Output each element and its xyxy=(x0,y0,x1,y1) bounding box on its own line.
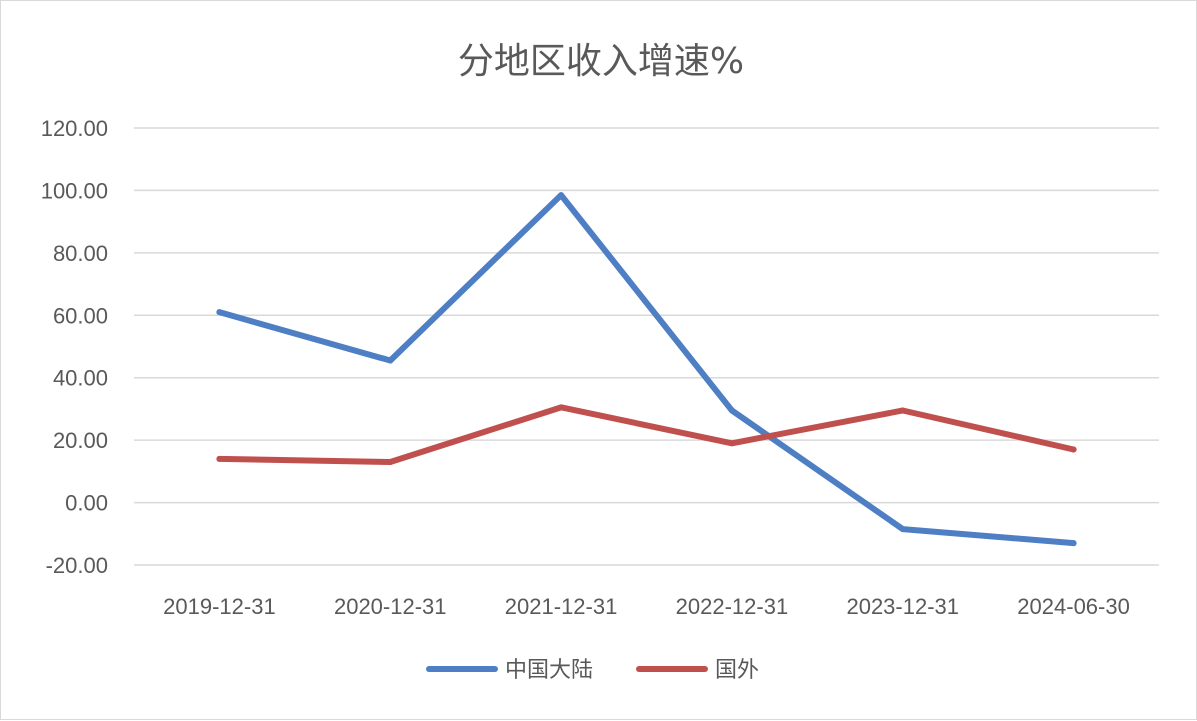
x-tick-label: 2022-12-31 xyxy=(676,594,789,619)
y-tick-label: 120.00 xyxy=(41,116,108,141)
data-point xyxy=(387,458,394,465)
x-tick-label: 2021-12-31 xyxy=(505,594,618,619)
data-point xyxy=(1070,446,1077,453)
series-line-1 xyxy=(216,192,1077,547)
gridlines xyxy=(134,127,1159,566)
data-point xyxy=(728,407,735,414)
data-point xyxy=(899,526,906,533)
x-axis-tick-labels: 2019-12-31 2020-12-31 2021-12-31 2022-12-31… xyxy=(163,594,1130,619)
data-point xyxy=(728,440,735,447)
y-tick-label: -20.00 xyxy=(46,553,108,578)
series-line-2 xyxy=(216,404,1077,465)
x-tick-label: 2019-12-31 xyxy=(163,594,276,619)
x-tick-label: 2024-06-30 xyxy=(1017,594,1130,619)
data-point xyxy=(216,455,223,462)
y-axis-tick-labels: 120.00 100.00 80.00 60.00 40.00 20.00 0.00 -20.… xyxy=(41,116,108,578)
y-tick-label: 0.00 xyxy=(65,491,108,516)
legend-label: 国外 xyxy=(715,658,759,683)
legend: 中国大陆 国外 xyxy=(426,658,759,683)
y-tick-label: 60.00 xyxy=(53,303,108,328)
legend-label: 中国大陆 xyxy=(505,658,593,683)
chart-title: 分地区收入增速% xyxy=(458,41,744,82)
x-tick-label: 2023-12-31 xyxy=(846,594,959,619)
data-point xyxy=(1070,540,1077,547)
y-tick-label: 80.00 xyxy=(53,241,108,266)
y-tick-label: 100.00 xyxy=(41,178,108,203)
x-tick-label: 2020-12-31 xyxy=(334,594,447,619)
y-tick-label: 40.00 xyxy=(53,366,108,391)
data-point xyxy=(899,407,906,414)
y-tick-label: 20.00 xyxy=(53,428,108,453)
series-lines xyxy=(216,192,1077,547)
data-point xyxy=(558,404,565,411)
data-point xyxy=(216,309,223,316)
data-point xyxy=(558,192,565,199)
data-point xyxy=(387,357,394,364)
